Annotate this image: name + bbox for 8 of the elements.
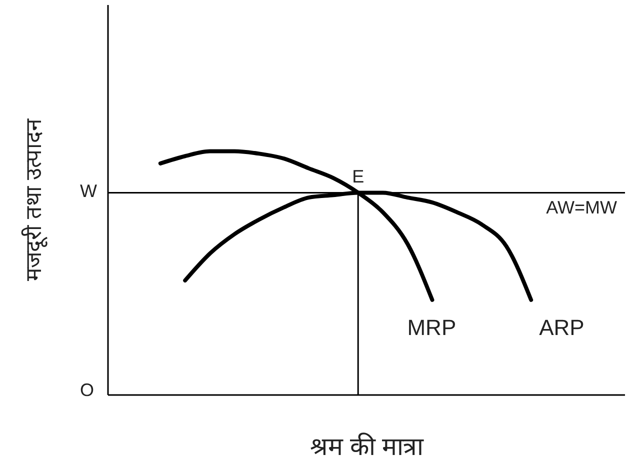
- text: O: [80, 380, 94, 401]
- y-axis-title: मजदूरी तथा उत्पादन: [20, 118, 47, 282]
- series-label: ARP: [539, 314, 584, 340]
- text: W: [80, 180, 97, 202]
- annotation: E: [352, 166, 364, 187]
- ref-line-label: AW=MW: [546, 197, 618, 218]
- series-label: MRP: [407, 314, 456, 340]
- x-axis-title: श्रम की मात्रा: [310, 432, 424, 460]
